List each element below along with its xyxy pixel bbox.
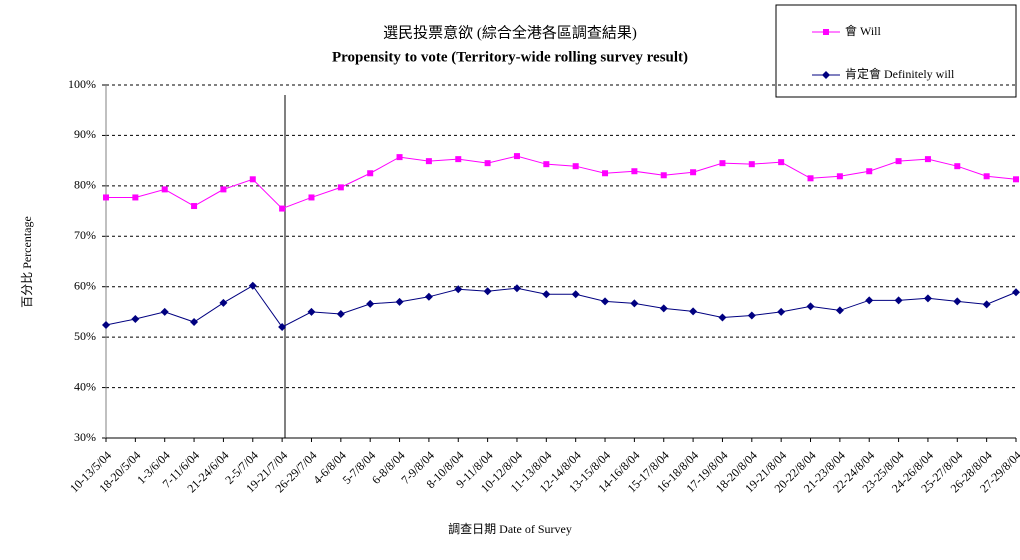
series-line: [106, 155, 1017, 210]
data-point: [542, 290, 551, 299]
data-point: [602, 170, 609, 177]
legend-marker: [822, 71, 830, 79]
data-point: [747, 311, 756, 320]
data-point: [571, 290, 580, 299]
y-tick-label: 80%: [74, 178, 96, 192]
data-point: [953, 297, 962, 306]
data-point: [336, 309, 345, 318]
data-point: [308, 194, 315, 201]
data-point: [249, 176, 256, 183]
data-point: [718, 313, 727, 322]
data-point: [601, 297, 610, 306]
y-tick-label: 30%: [74, 430, 96, 444]
y-tick-label: 50%: [74, 329, 96, 343]
data-point: [894, 296, 903, 305]
data-point: [1013, 176, 1019, 183]
legend-box: [775, 4, 1017, 98]
data-point: [777, 307, 786, 316]
data-point: [778, 159, 785, 166]
data-point: [131, 314, 140, 323]
data-point: [219, 298, 228, 307]
data-point: [836, 173, 843, 180]
data-point: [367, 170, 374, 177]
data-point: [982, 300, 991, 309]
legend-marker: [823, 29, 829, 35]
data-point: [424, 292, 433, 301]
data-point: [132, 194, 139, 201]
data-point: [954, 163, 961, 170]
data-point: [923, 294, 932, 303]
chart-subtitle: Propensity to vote (Territory-wide rolli…: [332, 49, 688, 65]
data-point: [631, 168, 638, 175]
data-point: [719, 160, 726, 167]
y-tick-label: 70%: [74, 228, 96, 242]
series-line: [105, 285, 1017, 328]
y-tick-label: 40%: [74, 379, 96, 393]
data-point: [366, 299, 375, 308]
legend-label: 肯定會 Definitely will: [845, 66, 955, 81]
x-axis-label: 調查日期 Date of Survey: [448, 522, 572, 536]
data-point: [1012, 288, 1020, 297]
data-point: [512, 284, 521, 293]
chart-title: 選民投票意欲 (綜合全港各區調查結果): [383, 23, 637, 41]
data-point: [689, 307, 698, 316]
y-tick-label: 90%: [74, 127, 96, 141]
data-point: [220, 186, 227, 193]
data-point: [454, 285, 463, 294]
data-point: [455, 156, 462, 163]
data-point: [307, 307, 316, 316]
y-tick-label: 60%: [74, 278, 96, 292]
data-point: [484, 160, 491, 167]
data-point: [572, 163, 579, 170]
data-point: [630, 299, 639, 308]
data-point: [748, 161, 755, 168]
legend-label: 會 Will: [845, 24, 882, 38]
data-point: [895, 158, 902, 165]
data-point: [659, 304, 668, 313]
y-tick-label: 100%: [68, 77, 96, 91]
data-point: [337, 184, 344, 191]
data-point: [807, 175, 814, 182]
data-point: [395, 297, 404, 306]
data-point: [835, 306, 844, 315]
data-point: [103, 194, 109, 201]
data-point: [161, 186, 168, 193]
data-point: [160, 307, 169, 316]
data-point: [865, 296, 874, 305]
data-point: [983, 173, 990, 180]
data-point: [191, 203, 198, 210]
data-point: [924, 156, 931, 163]
data-point: [513, 153, 520, 160]
data-point: [866, 168, 873, 175]
data-point: [396, 154, 403, 161]
y-axis-label: 百分比 Percentage: [20, 216, 34, 308]
data-point: [690, 169, 697, 176]
data-point: [102, 321, 110, 330]
data-point: [279, 205, 286, 212]
data-point: [483, 287, 492, 296]
data-point: [543, 161, 550, 168]
data-point: [425, 158, 432, 165]
data-point: [190, 318, 199, 327]
data-point: [660, 172, 667, 179]
data-point: [248, 281, 257, 290]
data-point: [278, 323, 287, 332]
data-point: [806, 302, 815, 311]
